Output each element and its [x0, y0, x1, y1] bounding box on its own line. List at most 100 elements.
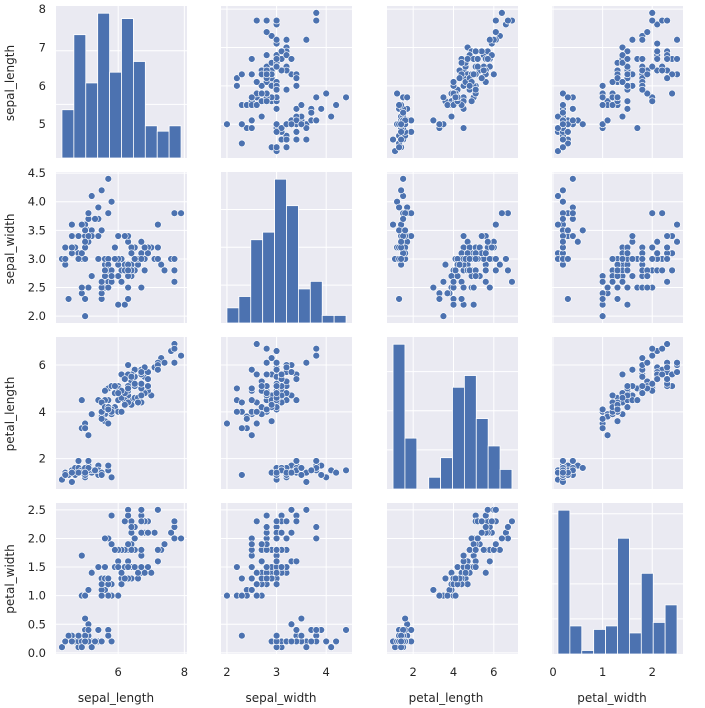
- scatter-point: [248, 384, 256, 393]
- scatter-point: [144, 375, 152, 383]
- scatter-point: [127, 373, 136, 381]
- scatter-point: [457, 295, 466, 303]
- scatter-point: [455, 74, 464, 82]
- scatter-point: [127, 249, 136, 257]
- scatter-point: [451, 591, 460, 600]
- scatter-point: [248, 396, 256, 404]
- scatter-point: [322, 637, 330, 646]
- histogram-bar: [156, 130, 170, 159]
- x-tick-label: 2: [410, 665, 417, 679]
- scatter-point: [482, 523, 490, 531]
- scatter-point: [124, 511, 132, 520]
- scatter-point: [160, 266, 169, 275]
- x-tick-label: 8: [181, 665, 188, 679]
- scatter-point: [84, 457, 93, 465]
- scatter-point: [114, 389, 122, 397]
- scatter-point: [478, 529, 486, 537]
- scatter-point: [395, 143, 403, 151]
- scatter-point: [435, 591, 444, 600]
- scatter-point: [312, 626, 320, 634]
- histogram-bar: [321, 315, 335, 324]
- scatter-point: [282, 534, 291, 543]
- scatter-point: [170, 209, 179, 217]
- scatter-point: [84, 232, 93, 240]
- scatter-point: [137, 563, 146, 571]
- scatter-point: [253, 591, 261, 600]
- scatter-point: [498, 9, 506, 17]
- scatter-point: [253, 517, 261, 526]
- scatter-point: [154, 366, 162, 374]
- scatter-point: [307, 637, 316, 646]
- scatter-point: [257, 382, 266, 390]
- scatter-point: [559, 120, 567, 128]
- y-tick-label: 2.0: [28, 309, 46, 323]
- scatter-point: [403, 93, 411, 102]
- scatter-point: [559, 135, 567, 144]
- scatter-point: [459, 283, 468, 292]
- scatter-point: [459, 232, 468, 240]
- scatter-point: [401, 614, 409, 623]
- scatter-point: [653, 47, 661, 55]
- scatter-point: [504, 523, 512, 531]
- scatter-point: [653, 249, 661, 257]
- scatter-point: [84, 586, 93, 594]
- scatter-point: [297, 614, 306, 623]
- scatter-point: [101, 534, 109, 543]
- scatter-point: [307, 466, 316, 474]
- scatter-point: [673, 359, 681, 367]
- scatter-point: [302, 36, 311, 44]
- scatter-point: [137, 517, 146, 526]
- scatter-point: [107, 637, 116, 646]
- x-tick-label: 2: [223, 665, 230, 679]
- scatter-point: [111, 546, 119, 554]
- scatter-point: [282, 51, 291, 59]
- scatter-point: [277, 370, 286, 379]
- scatter-point: [292, 74, 301, 82]
- scatter-point: [623, 382, 632, 390]
- scatter-point: [653, 39, 661, 48]
- scatter-point: [91, 215, 99, 223]
- scatter-point: [292, 116, 301, 125]
- scatter-point: [603, 431, 612, 439]
- scatter-point: [238, 70, 246, 79]
- panel-sepal-width-vs-petal-length: [387, 172, 518, 323]
- scatter-point: [569, 209, 577, 217]
- scatter-point: [492, 506, 500, 514]
- histogram-bar: [499, 469, 513, 490]
- scatter-point: [603, 283, 612, 292]
- scatter-point: [393, 89, 401, 98]
- scatter-point: [157, 260, 165, 269]
- scatter-point: [492, 16, 500, 25]
- x-tick-label: 0: [549, 665, 556, 679]
- scatter-point: [68, 220, 76, 229]
- scatter-point: [668, 266, 676, 275]
- histogram-bar: [440, 457, 453, 490]
- scatter-point: [332, 468, 340, 477]
- scatter-point: [137, 368, 146, 376]
- scatter-point: [508, 517, 516, 526]
- scatter-point: [317, 471, 325, 479]
- scatter-point: [302, 124, 311, 132]
- scatter-point: [238, 139, 246, 148]
- scatter-point: [480, 546, 488, 554]
- scatter-point: [673, 220, 681, 229]
- scatter-point: [262, 359, 271, 367]
- scatter-point: [111, 255, 119, 263]
- panel-sepal-length-vs-petal-width: [552, 6, 683, 158]
- scatter-point: [342, 626, 350, 634]
- scatter-point: [121, 375, 129, 383]
- scatter-point: [397, 120, 405, 128]
- scatter-point: [262, 511, 271, 520]
- scatter-point: [277, 124, 286, 132]
- scatter-point: [114, 563, 122, 571]
- scatter-point: [492, 266, 500, 275]
- scatter-point: [342, 466, 350, 474]
- scatter-point: [104, 461, 112, 470]
- panel-sepal-length-vs-sepal-width: [221, 6, 352, 158]
- scatter-point: [292, 105, 301, 113]
- histogram-bar: [640, 572, 654, 655]
- scatter-point: [569, 116, 577, 125]
- scatter-point: [68, 468, 76, 477]
- scatter-point: [643, 70, 651, 79]
- scatter-point: [144, 529, 152, 537]
